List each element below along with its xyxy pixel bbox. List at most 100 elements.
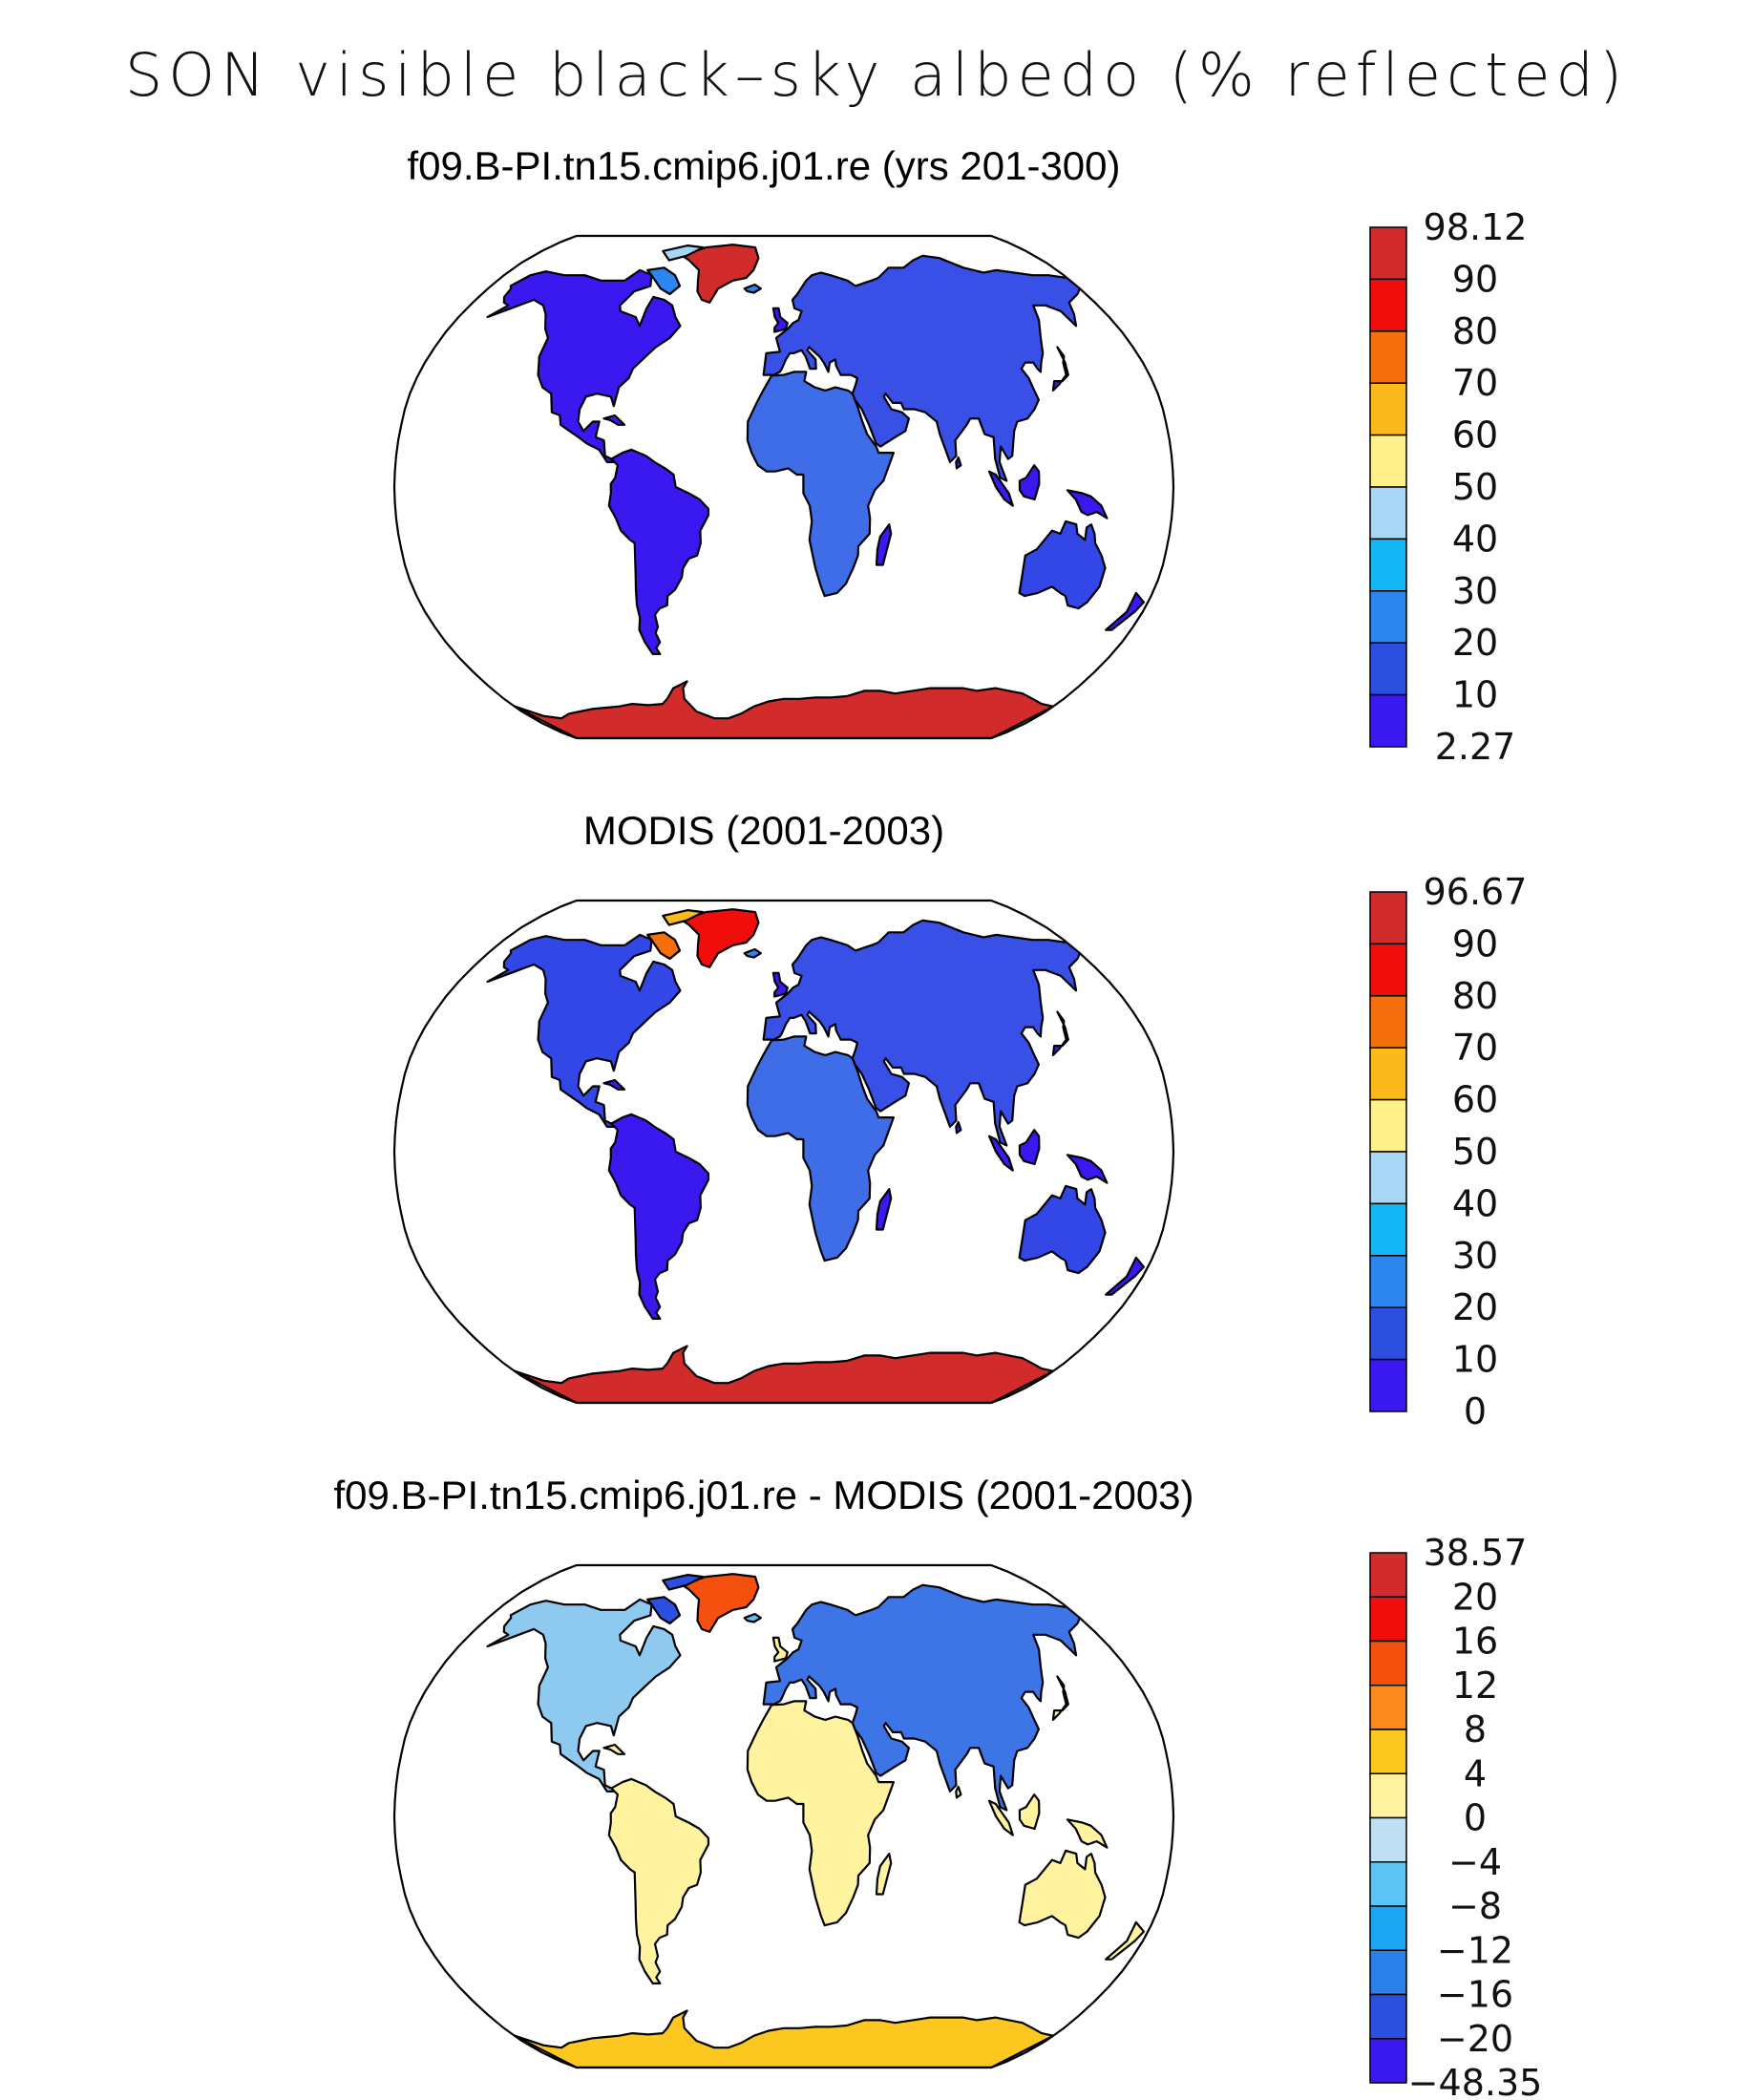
colorbar-tick-label: 96.67 bbox=[1424, 871, 1528, 913]
colorbar-segment bbox=[1369, 1098, 1407, 1153]
colorbar-tick-label: 12 bbox=[1452, 1665, 1498, 1707]
colorbar-segment bbox=[1369, 642, 1407, 696]
landmass-baffin bbox=[646, 931, 682, 961]
colorbar-tick-label: −8 bbox=[1448, 1885, 1502, 1927]
colorbar-segment bbox=[1369, 1306, 1407, 1361]
colorbar-tick-label: 4 bbox=[1464, 1752, 1487, 1794]
colorbar-segment bbox=[1369, 1552, 1407, 1598]
colorbar-segment bbox=[1369, 1949, 1407, 1996]
colorbar-tick-label: −16 bbox=[1437, 1974, 1513, 2016]
landmass-japan bbox=[1051, 346, 1069, 392]
colorbar-segment bbox=[1369, 1151, 1407, 1205]
colorbar-tick-label: 90 bbox=[1452, 258, 1498, 300]
colorbar-tick-label: 60 bbox=[1452, 1079, 1498, 1121]
colorbar-model: 98.12 90 80 70 60 50 40 30 20 10 2.27 bbox=[1369, 206, 1527, 768]
colorbar-segment bbox=[1369, 330, 1407, 384]
colorbar-segment bbox=[1369, 1861, 1407, 1907]
colorbar-tick-label: 70 bbox=[1452, 362, 1498, 404]
landmass-cuba bbox=[602, 414, 626, 426]
landmass-northamerica bbox=[486, 268, 682, 463]
map-panel-diff bbox=[392, 1563, 1175, 2069]
landmass-nz bbox=[1105, 1256, 1145, 1296]
landmass-britain bbox=[771, 1636, 789, 1663]
colorbar-tick-label: 50 bbox=[1452, 466, 1498, 508]
colorbar-segment bbox=[1369, 1640, 1407, 1686]
colorbar-segment bbox=[1369, 1255, 1407, 1308]
landmass-iceland bbox=[743, 283, 762, 294]
landmass-ellesmere bbox=[662, 244, 705, 262]
landmass-baffin bbox=[646, 266, 682, 296]
colorbar-tick-label: 80 bbox=[1452, 310, 1498, 352]
landmass-africa bbox=[746, 1700, 895, 1927]
landmass-eurasia bbox=[762, 254, 1082, 482]
landmass-iceland bbox=[743, 1612, 762, 1623]
colorbar-tick-label: 90 bbox=[1452, 923, 1498, 965]
colorbar-segment bbox=[1369, 891, 1407, 945]
colorbar-tick-label: 20 bbox=[1452, 1576, 1498, 1618]
figure-title: SON visible black–sky albedo (% reflecte… bbox=[124, 40, 1629, 110]
colorbar-tick-label: −48.35 bbox=[1408, 2062, 1543, 2100]
colorbar-segment bbox=[1369, 1685, 1407, 1730]
landmass-sumatra bbox=[987, 470, 1014, 507]
landmass-baffin bbox=[646, 1596, 682, 1625]
colorbar-tick-label: 20 bbox=[1452, 622, 1498, 664]
landmass-nz bbox=[1105, 1920, 1145, 1961]
colorbar-segment bbox=[1369, 434, 1407, 488]
landmass-srilanka bbox=[955, 456, 962, 470]
colorbar-tick-label: 20 bbox=[1452, 1286, 1498, 1328]
landmass-madagascar bbox=[875, 523, 893, 566]
colorbar-obs: 96.67 90 80 70 60 50 40 30 20 10 0 bbox=[1369, 871, 1528, 1432]
landmass-newguinea bbox=[1066, 1154, 1109, 1184]
landmass-ellesmere bbox=[662, 1574, 705, 1591]
landmass-srilanka bbox=[955, 1120, 962, 1135]
landmass-africa bbox=[746, 371, 895, 598]
landmass-japan bbox=[1051, 1675, 1069, 1721]
colorbar-segment bbox=[1369, 1905, 1407, 1951]
landmass-ellesmere bbox=[662, 909, 705, 926]
landmass-eurasia bbox=[762, 919, 1082, 1147]
landmass-srilanka bbox=[955, 1785, 962, 1799]
landmass-eurasia bbox=[762, 1583, 1082, 1812]
colorbar-segment bbox=[1369, 1202, 1407, 1257]
landmass-japan bbox=[1051, 1010, 1069, 1056]
colorbar-tick-label: 30 bbox=[1452, 1235, 1498, 1277]
colorbar-tick-label: 38.57 bbox=[1424, 1532, 1528, 1574]
colorbar-tick-label: 60 bbox=[1452, 414, 1498, 456]
colorbar-segment bbox=[1369, 1358, 1407, 1412]
colorbar-tick-label: −12 bbox=[1437, 1929, 1513, 1971]
landmass-australia bbox=[1018, 1849, 1107, 1940]
colorbar-segment bbox=[1369, 1729, 1407, 1774]
landmass-madagascar bbox=[875, 1853, 893, 1896]
landmass-australia bbox=[1018, 520, 1107, 610]
landmass-antarctica bbox=[513, 1345, 1055, 1403]
colorbar-segment bbox=[1369, 538, 1407, 592]
landmass-southamerica bbox=[607, 1113, 710, 1320]
landmass-southamerica bbox=[607, 448, 710, 655]
colorbar-tick-label: 8 bbox=[1464, 1708, 1487, 1750]
colorbar-tick-label: 2.27 bbox=[1435, 726, 1516, 768]
colorbar-segment bbox=[1369, 693, 1407, 748]
map-panel-obs bbox=[392, 899, 1175, 1405]
map-boundary bbox=[392, 899, 1175, 1405]
landmass-britain bbox=[771, 971, 789, 998]
landmass-northamerica bbox=[486, 1598, 682, 1792]
landmass-nz bbox=[1105, 591, 1145, 631]
landmass-borneo bbox=[1018, 1129, 1041, 1166]
colorbar-tick-label: 16 bbox=[1452, 1621, 1498, 1663]
colorbar-tick-label: 0 bbox=[1464, 1797, 1487, 1839]
colorbar-segment bbox=[1369, 278, 1407, 332]
map-boundary bbox=[392, 1563, 1175, 2069]
landmass-sumatra bbox=[987, 1799, 1014, 1836]
landmass-greenland bbox=[681, 1573, 760, 1633]
landmass-antarctica bbox=[513, 680, 1055, 738]
colorbar-tick-label: 50 bbox=[1452, 1131, 1498, 1173]
colorbar-segment bbox=[1369, 590, 1407, 644]
landmass-antarctica bbox=[513, 2009, 1055, 2068]
colorbar-tick-label: 40 bbox=[1452, 518, 1498, 560]
colorbar-segment bbox=[1369, 943, 1407, 997]
landmass-northamerica bbox=[486, 933, 682, 1128]
colorbar-segment bbox=[1369, 995, 1407, 1049]
panel-title-model: f09.B-PI.tn15.cmip6.j01.re (yrs 201-300) bbox=[407, 143, 1121, 188]
landmass-madagascar bbox=[875, 1188, 893, 1231]
